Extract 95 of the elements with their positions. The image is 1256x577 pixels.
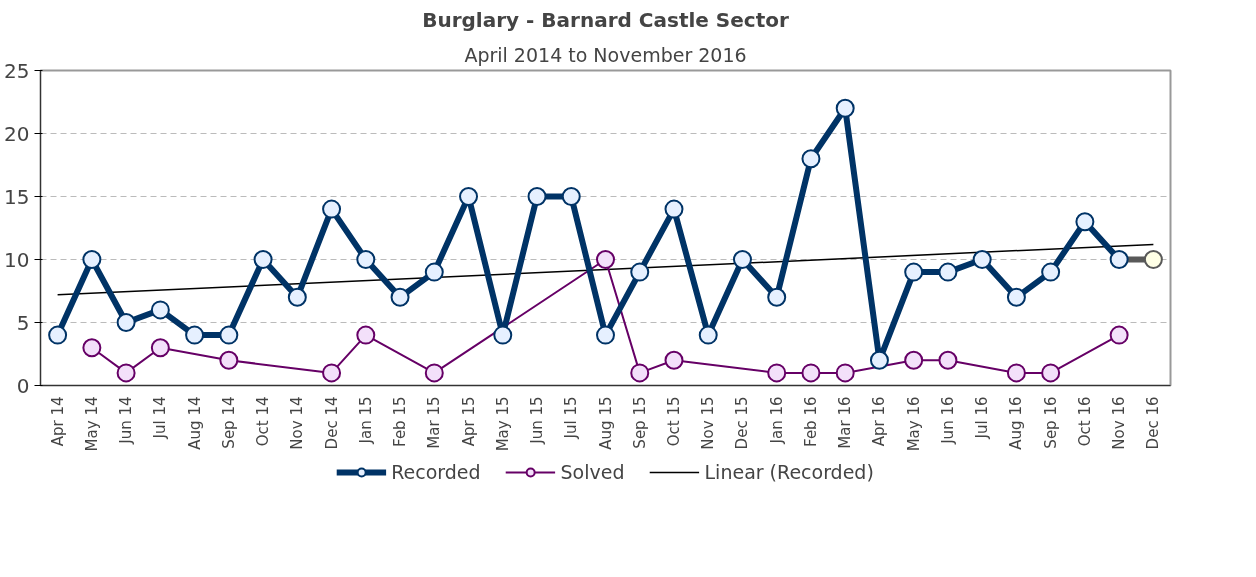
point [424,262,444,282]
y-tick-label: 15 [4,184,30,209]
point [767,287,787,307]
x-tick-label: Jul 16 [973,396,992,440]
chart-subtitle: April 2014 to November 2016 [464,43,747,66]
chart-title: Burglary - Barnard Castle Sector [422,7,789,32]
point [1109,250,1129,269]
point [1143,250,1163,269]
x-tick-label: Mar 15 [425,396,444,449]
x-tick-label: Oct 15 [664,396,683,447]
point [1041,363,1061,383]
point [801,149,821,169]
point [390,287,410,307]
point [972,250,992,269]
point [424,363,444,383]
point [1109,325,1129,345]
x-tick-label: Dec 14 [322,396,341,450]
point [185,325,205,345]
point [459,187,479,206]
x-tick-label: May 16 [904,396,923,452]
x-tick-label: Jan 16 [767,396,786,445]
point [732,250,752,269]
point [630,262,650,282]
x-tick-label: Oct 14 [254,396,273,447]
x-tick-label: Sep 14 [219,396,238,449]
x-tick-label: May 15 [493,396,512,452]
point [835,363,855,383]
x-tick-label: Apr 15 [459,396,478,447]
x-tick-label: Feb 16 [801,396,820,447]
point [630,363,650,383]
x-tick-label: Nov 16 [1110,396,1129,450]
point [596,250,615,269]
point [493,325,513,345]
point [150,338,170,358]
point [904,350,924,370]
x-tick-label: Jan 15 [356,396,375,445]
x-tick-label: Jun 15 [528,396,547,445]
point [150,300,170,320]
x-tick-label: Jun 14 [117,396,136,445]
x-tick-label: Nov 14 [288,396,307,450]
x-tick-label: Jun 16 [938,396,957,445]
point [287,287,307,307]
point [116,363,136,383]
x-tick-label: Aug 16 [1007,396,1026,450]
point [664,350,684,370]
point [869,350,889,370]
point [322,363,342,383]
point [219,350,239,370]
x-tick-label: Dec 16 [1144,396,1163,450]
point [219,325,239,345]
point [664,199,684,219]
point [767,363,787,383]
point [596,325,615,345]
point [322,199,342,219]
point [938,350,958,370]
x-tick-label: Mar 16 [836,396,855,449]
y-tick-label: 5 [16,310,30,335]
x-tick-label: Dec 15 [733,396,752,450]
x-tick-label: Jul 15 [562,396,581,440]
point [1006,287,1026,307]
y-tick-label: 25 [4,58,30,83]
x-tick-label: May 14 [82,396,101,452]
y-tick-label: 20 [4,121,30,146]
point [938,262,958,282]
point [1041,262,1061,282]
x-tick-label: Apr 16 [870,396,889,447]
point [48,325,68,345]
point [801,363,821,383]
legend-label: Recorded [391,461,481,483]
point [356,325,376,345]
x-tick-label: Feb 15 [391,396,410,447]
point [698,325,718,345]
x-tick-label: Nov 15 [699,396,718,450]
x-tick-label: Jul 14 [151,396,170,440]
y-tick-label: 10 [4,247,30,272]
point [253,250,273,269]
point [835,98,855,118]
x-tick-label: Sep 15 [630,396,649,449]
point [1075,212,1095,232]
x-tick-label: Apr 14 [48,396,67,447]
legend-label: Solved [560,461,625,483]
point [116,313,136,332]
x-tick-label: Oct 16 [1075,396,1094,447]
point [561,187,581,206]
point [527,187,547,206]
point [82,338,102,358]
y-tick-label: 0 [16,373,30,398]
x-tick-label: Aug 15 [596,396,615,450]
x-tick-label: Aug 14 [185,396,204,450]
point [1006,363,1026,383]
legend-label: Linear (Recorded) [704,461,874,483]
point [356,250,376,269]
point [904,262,924,282]
x-tick-label: Sep 16 [1041,396,1060,449]
point [82,250,102,269]
